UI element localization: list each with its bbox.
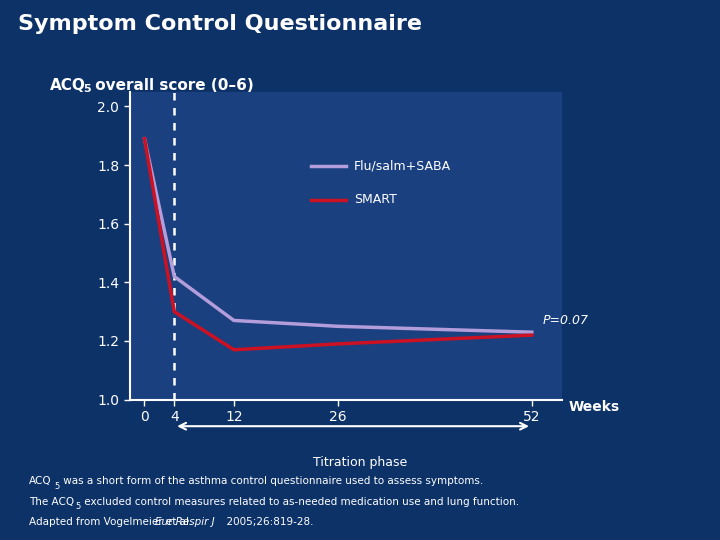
Text: 5: 5 <box>83 84 91 94</box>
Text: 2005;26:819-28.: 2005;26:819-28. <box>220 517 313 528</box>
Text: 5: 5 <box>54 482 59 491</box>
Text: 5: 5 <box>76 502 81 511</box>
Text: Symptom Control Questionnaire: Symptom Control Questionnaire <box>18 14 422 34</box>
Text: The ACQ: The ACQ <box>29 497 74 507</box>
Text: SMART: SMART <box>354 193 397 206</box>
Text: overall score (0–6): overall score (0–6) <box>90 78 253 93</box>
Text: Weeks: Weeks <box>569 400 620 414</box>
Text: Titration phase: Titration phase <box>313 456 407 469</box>
Text: P=0.07: P=0.07 <box>543 314 589 327</box>
Text: was a short form of the asthma control questionnaire used to assess symptoms.: was a short form of the asthma control q… <box>60 476 483 487</box>
Text: Flu/salm+SABA: Flu/salm+SABA <box>354 159 451 172</box>
Text: excluded control measures related to as-needed medication use and lung function.: excluded control measures related to as-… <box>81 497 520 507</box>
Text: ACQ: ACQ <box>50 78 86 93</box>
Text: ACQ: ACQ <box>29 476 51 487</box>
Text: Eur Respir J: Eur Respir J <box>155 517 215 528</box>
Text: Adapted from Vogelmeier et al.: Adapted from Vogelmeier et al. <box>29 517 199 528</box>
